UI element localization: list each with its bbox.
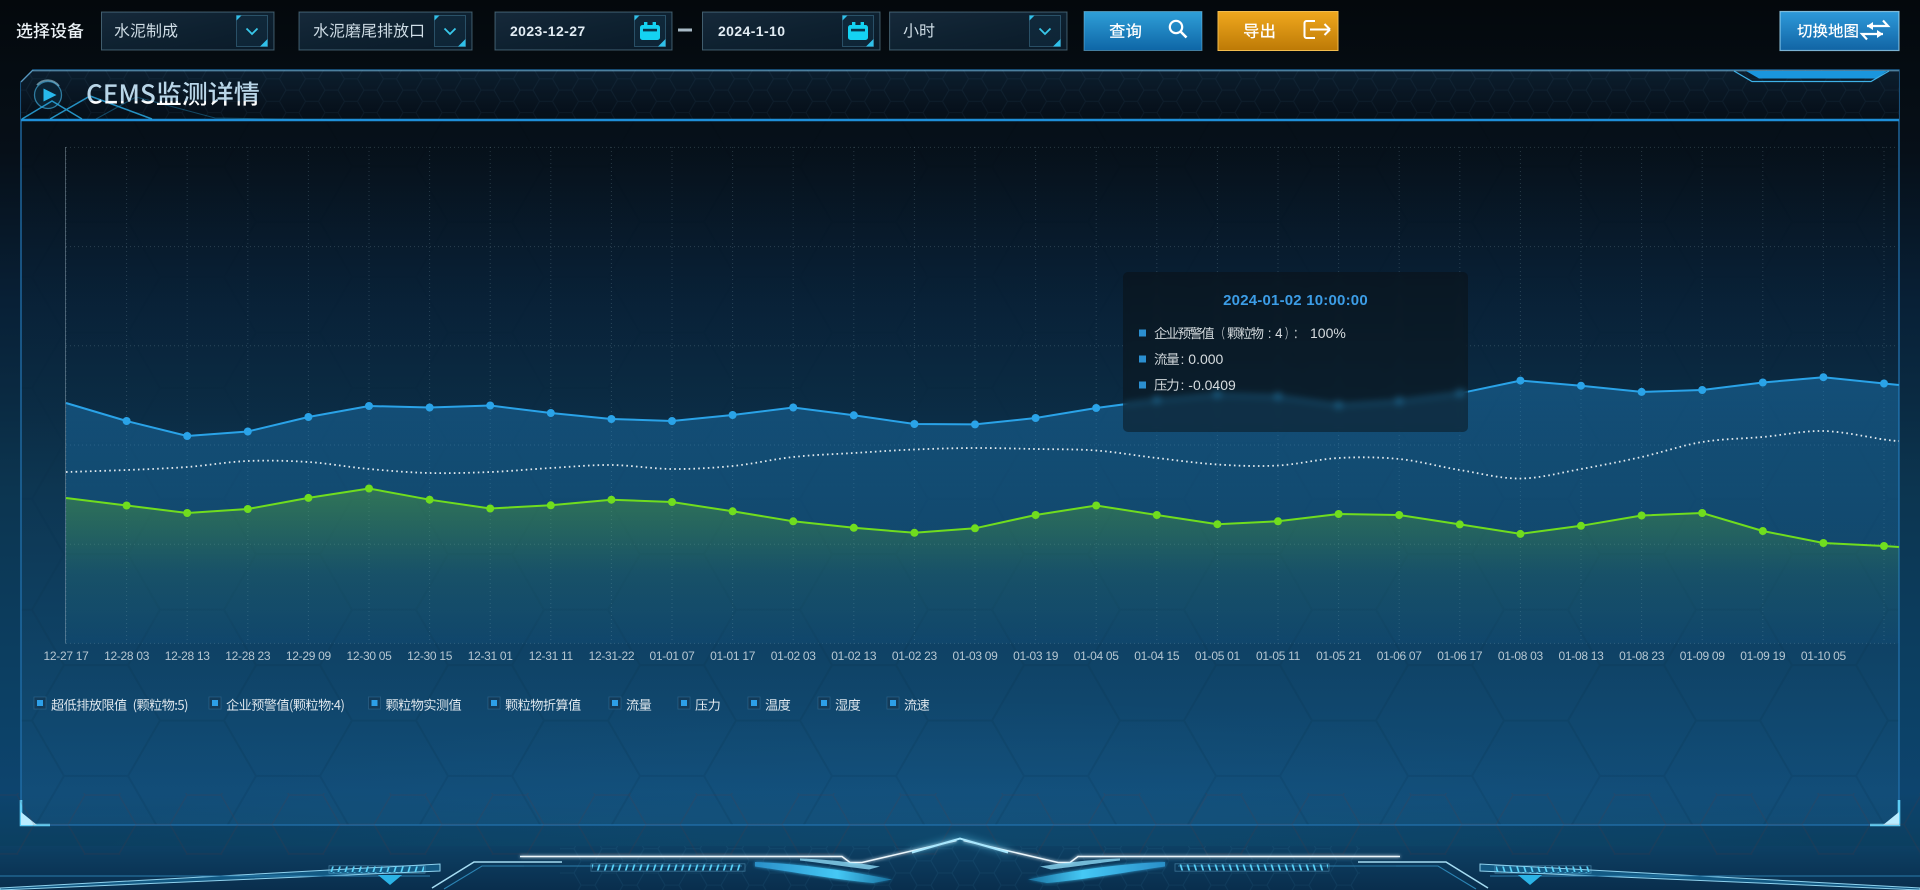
svg-text:01-09 19: 01-09 19 [1740, 649, 1786, 663]
svg-text:01-05 01: 01-05 01 [1195, 649, 1241, 663]
svg-text:12-31-22: 12-31-22 [589, 649, 635, 663]
svg-text:01-10 05: 01-10 05 [1801, 649, 1847, 663]
svg-text:12-27 17: 12-27 17 [44, 649, 90, 663]
svg-text:01-09 09: 01-09 09 [1680, 649, 1726, 663]
svg-text:12-28 03: 12-28 03 [104, 649, 150, 663]
svg-text:01-02 13: 01-02 13 [831, 649, 877, 663]
svg-text:01-05 11: 01-05 11 [1256, 649, 1301, 663]
svg-text:100%: 100% [1310, 325, 1346, 341]
svg-text:12-28 13: 12-28 13 [165, 649, 211, 663]
svg-text:12-29 09: 12-29 09 [286, 649, 332, 663]
svg-text:2023-12-27: 2023-12-27 [510, 23, 586, 39]
svg-text:01-08 13: 01-08 13 [1559, 649, 1605, 663]
svg-text:01-06 17: 01-06 17 [1437, 649, 1483, 663]
svg-text:01-04 15: 01-04 15 [1134, 649, 1180, 663]
svg-text:12-30 05: 12-30 05 [347, 649, 393, 663]
svg-text:: -0.0409: : -0.0409 [1181, 377, 1236, 393]
svg-text:12-28 23: 12-28 23 [225, 649, 271, 663]
svg-text:12-31 01: 12-31 01 [468, 649, 514, 663]
svg-text:01-01 07: 01-01 07 [650, 649, 696, 663]
svg-text:: 4: : 4 [1264, 326, 1283, 341]
svg-text:01-08 23: 01-08 23 [1619, 649, 1665, 663]
svg-text:01-05 21: 01-05 21 [1316, 649, 1362, 663]
svg-text:12-30 15: 12-30 15 [407, 649, 453, 663]
svg-text:01-04 05: 01-04 05 [1074, 649, 1120, 663]
svg-text:01-02 23: 01-02 23 [892, 649, 938, 663]
svg-text:2024-1-10: 2024-1-10 [718, 23, 785, 39]
svg-text:01-06 07: 01-06 07 [1377, 649, 1423, 663]
svg-text:01-08 03: 01-08 03 [1498, 649, 1544, 663]
svg-text:01-02 03: 01-02 03 [771, 649, 817, 663]
svg-text:: 0.000: : 0.000 [1181, 351, 1224, 367]
svg-text:01-03 19: 01-03 19 [1013, 649, 1059, 663]
svg-text:01-03 09: 01-03 09 [953, 649, 999, 663]
svg-text:12-31 11: 12-31 11 [529, 649, 574, 663]
svg-text:01-01 17: 01-01 17 [710, 649, 756, 663]
